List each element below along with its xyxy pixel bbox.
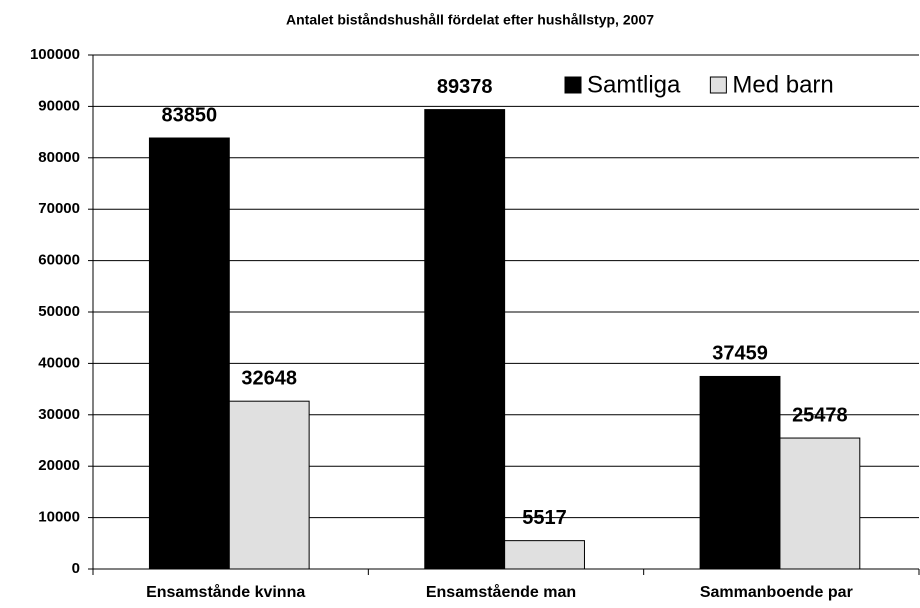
data-label: 25478 [792, 404, 848, 426]
data-label: 32648 [241, 367, 297, 389]
y-tick-label: 40000 [38, 354, 80, 371]
legend-label: Med barn [732, 71, 833, 98]
y-tick-label: 10000 [38, 509, 80, 526]
legend-swatch [564, 76, 582, 94]
data-label: 89378 [437, 76, 493, 98]
bar [699, 375, 781, 570]
y-tick-label: 20000 [38, 457, 80, 474]
y-tick-label: 80000 [38, 149, 80, 166]
data-label: 5517 [522, 507, 567, 529]
y-tick-label: 90000 [38, 97, 80, 114]
y-tick-label: 0 [72, 560, 80, 577]
legend-label: Samtliga [587, 71, 681, 98]
bar [424, 109, 506, 570]
chart-title: Antalet biståndshushåll fördelat efter h… [286, 12, 654, 28]
y-tick-label: 60000 [38, 252, 80, 269]
x-tick-label: Sammanboende par [700, 584, 853, 601]
bar [228, 400, 310, 570]
bar [148, 137, 230, 570]
legend-swatch [709, 76, 727, 94]
x-tick-label: Ensamstående man [426, 583, 576, 601]
data-label: 37459 [712, 343, 768, 365]
bar [504, 540, 585, 570]
x-tick-label: Ensamstånde kvinna [146, 583, 305, 601]
y-tick-label: 100000 [30, 46, 80, 63]
bar [779, 437, 861, 570]
y-tick-label: 50000 [38, 303, 80, 320]
y-tick-label: 30000 [38, 406, 80, 423]
data-label: 83850 [162, 104, 218, 126]
y-tick-label: 70000 [38, 200, 80, 217]
